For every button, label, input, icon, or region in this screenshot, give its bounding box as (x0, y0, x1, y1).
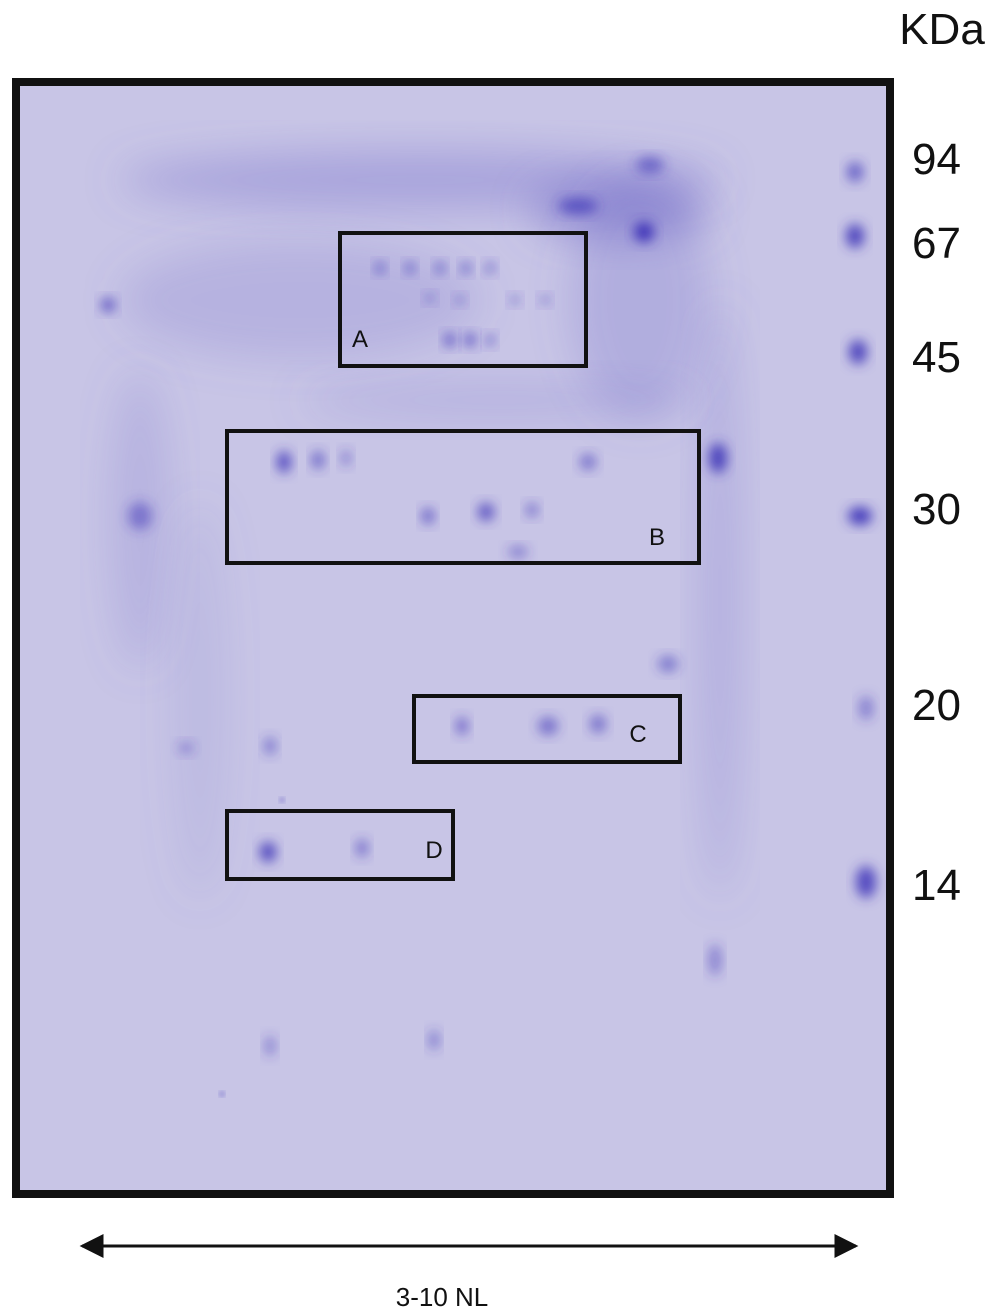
spot (849, 340, 867, 364)
mw-label: 30 (912, 485, 961, 534)
spot (405, 262, 415, 274)
spot (422, 508, 434, 524)
unit-label: KDa (899, 5, 985, 54)
spot (455, 295, 465, 305)
spot (538, 717, 558, 735)
gel-smears (110, 150, 740, 900)
spot (510, 295, 520, 305)
molecular-weight-labels: 94 67 45 30 20 14 (912, 135, 961, 910)
mw-label: 20 (912, 681, 961, 730)
region-box (412, 694, 682, 764)
spot (444, 333, 456, 347)
smear (700, 300, 740, 900)
gel-spots (101, 157, 876, 1096)
spot (425, 293, 435, 303)
spot (580, 454, 596, 470)
smear (570, 180, 710, 420)
smear (300, 380, 700, 420)
spot (709, 944, 721, 976)
spot (856, 866, 876, 898)
region-box (225, 809, 455, 881)
region-box (225, 429, 701, 565)
spot (590, 715, 606, 733)
spot (847, 162, 863, 182)
mw-label: 14 (912, 861, 961, 910)
spot (709, 443, 727, 473)
spot (634, 222, 654, 242)
ph-range-label: 3-10 NL (396, 1282, 489, 1312)
smear (120, 240, 480, 360)
spot (464, 333, 476, 347)
spot (312, 451, 324, 469)
spot (220, 1092, 224, 1096)
spot (375, 262, 385, 274)
spot (128, 502, 152, 530)
spot (435, 262, 445, 274)
spot (178, 742, 194, 754)
spot (341, 450, 351, 466)
spot (526, 503, 538, 517)
spot (264, 737, 276, 755)
spot (848, 507, 872, 525)
spot (540, 295, 550, 305)
spot (277, 451, 291, 473)
spot (658, 656, 678, 672)
spot (101, 298, 115, 312)
region-label: B (649, 524, 665, 551)
spot (265, 1036, 275, 1056)
spot (558, 198, 598, 214)
spot (508, 546, 528, 558)
region-box (338, 231, 588, 368)
region-label: D (425, 837, 442, 864)
smear (170, 500, 230, 900)
mw-label: 45 (912, 333, 961, 382)
spot (846, 224, 864, 248)
spot (456, 717, 468, 735)
mw-label: 94 (912, 135, 961, 184)
region-label: C (629, 721, 646, 748)
spot (485, 262, 495, 274)
spot (260, 842, 276, 862)
spot (429, 1030, 439, 1050)
spot (280, 798, 284, 802)
spot (485, 334, 495, 346)
region-boxes: A B C D (225, 231, 701, 881)
spot (356, 839, 368, 857)
spot (461, 262, 471, 274)
spot (636, 157, 664, 173)
spot (859, 696, 873, 720)
gel-border (12, 78, 894, 1198)
spot (478, 503, 494, 521)
region-label: A (352, 326, 368, 353)
mw-label: 67 (912, 219, 961, 268)
